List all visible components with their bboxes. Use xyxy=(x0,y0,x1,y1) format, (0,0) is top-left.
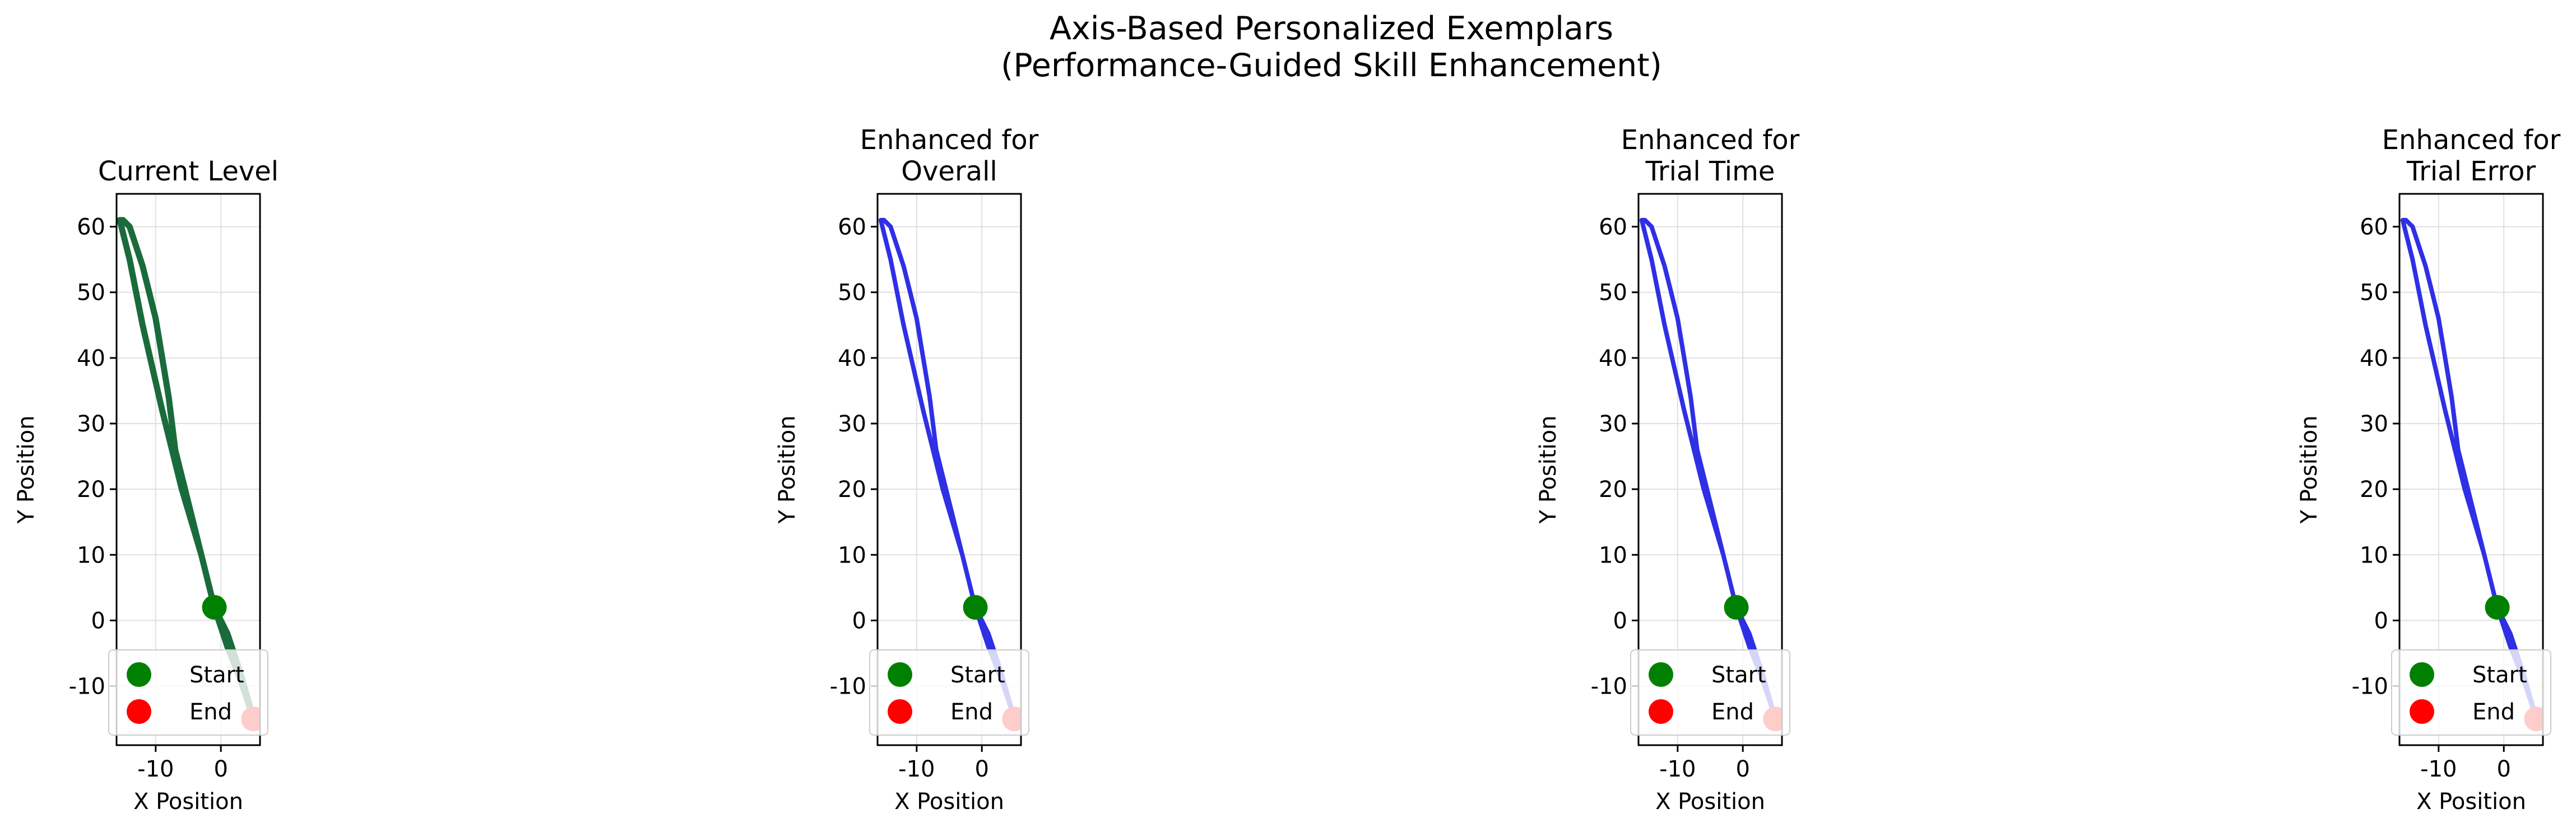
y-tick-label: 60 xyxy=(77,215,105,240)
y-tick-label: 40 xyxy=(1599,346,1627,371)
y-tick-label: 40 xyxy=(77,346,105,371)
x-tick-label: 0 xyxy=(2496,756,2510,782)
panel-title: Enhanced for xyxy=(2382,124,2561,156)
legend-marker-start xyxy=(888,662,912,687)
y-tick-label: 0 xyxy=(2374,608,2388,634)
y-tick-label: -10 xyxy=(2352,674,2388,700)
x-tick-label: -10 xyxy=(2420,756,2457,782)
y-tick-label: 0 xyxy=(91,608,105,634)
figure-title-line-1: Axis-Based Personalized Exemplars xyxy=(1050,10,1613,47)
y-tick-label: 60 xyxy=(2360,215,2388,240)
legend-marker-end xyxy=(1649,699,1673,724)
y-tick-label: 50 xyxy=(2360,280,2388,306)
trajectory-line xyxy=(2400,217,2539,722)
y-tick-label: 20 xyxy=(2360,477,2388,503)
figure-title-line-2: (Performance-Guided Skill Enhancement) xyxy=(1001,47,1662,84)
y-tick-label: 20 xyxy=(1599,477,1627,503)
axes-frame xyxy=(1637,193,1783,746)
y-tick-label: 0 xyxy=(1613,608,1627,634)
legend: Start End xyxy=(869,649,1029,736)
legend-marker-start xyxy=(127,662,151,687)
y-tick-label: 10 xyxy=(2360,542,2388,568)
y-tick-label: 60 xyxy=(838,215,866,240)
y-tick-label: 0 xyxy=(852,608,866,634)
panels: Current Level -10 0 10 20 30 40 50 60 -10 0 X Posit… xyxy=(13,124,2561,815)
axes-frame xyxy=(876,193,1022,746)
y-tick-label: 30 xyxy=(1599,411,1627,437)
legend-label: End xyxy=(1711,699,1754,725)
x-tick-label: 0 xyxy=(213,756,228,782)
legend-label: Start xyxy=(2472,662,2527,688)
legend: Start End xyxy=(1630,649,1790,736)
panel-title: Enhanced for xyxy=(1621,124,1800,156)
y-axis-label: Y Position xyxy=(13,416,39,524)
trajectory-line xyxy=(117,217,257,722)
x-axis-label: X Position xyxy=(133,789,243,815)
legend-marker-start xyxy=(2410,662,2434,687)
x-tick-label: 0 xyxy=(1735,756,1749,782)
y-axis-label: Y Position xyxy=(774,416,800,524)
y-tick-label: 30 xyxy=(838,411,866,437)
x-tick-label: -10 xyxy=(137,756,174,782)
legend-label: End xyxy=(2472,699,2515,725)
y-tick-label: -10 xyxy=(69,674,105,700)
x-tick-label: -10 xyxy=(1659,756,1696,782)
panel-title: Trial Error xyxy=(2406,156,2536,187)
y-axis-label: Y Position xyxy=(1535,416,1561,524)
legend-label: Start xyxy=(1711,662,1766,688)
x-axis-label: X Position xyxy=(2416,789,2526,815)
legend-label: End xyxy=(189,699,232,725)
x-tick-label: -10 xyxy=(898,756,935,782)
y-tick-label: -10 xyxy=(1591,674,1627,700)
y-tick-label: 50 xyxy=(1599,280,1627,306)
panel-title: Trial Time xyxy=(1645,156,1775,187)
y-tick-label: 40 xyxy=(2360,346,2388,371)
y-tick-label: 50 xyxy=(838,280,866,306)
start-marker xyxy=(202,595,227,620)
legend-marker-end xyxy=(127,699,151,724)
start-marker xyxy=(963,595,988,620)
legend-marker-end xyxy=(2410,699,2434,724)
panel-title: Current Level xyxy=(98,156,279,187)
panel-1: Current Level -10 0 10 20 30 40 50 60 -10 0 X Posit… xyxy=(13,156,279,815)
y-axis-label: Y Position xyxy=(2296,416,2322,524)
y-tick-label: -10 xyxy=(830,674,866,700)
panel-title: Overall xyxy=(901,156,997,187)
legend-label: End xyxy=(950,699,993,725)
x-tick-label: 0 xyxy=(974,756,988,782)
y-tick-label: 20 xyxy=(77,477,105,503)
start-marker xyxy=(2485,595,2510,620)
y-tick-label: 30 xyxy=(2360,411,2388,437)
y-tick-label: 20 xyxy=(838,477,866,503)
y-tick-label: 30 xyxy=(77,411,105,437)
x-axis-label: X Position xyxy=(1655,789,1765,815)
axes-frame xyxy=(115,193,261,746)
trajectory-line xyxy=(1639,217,1778,722)
legend-marker-start xyxy=(1649,662,1673,687)
y-tick-label: 50 xyxy=(77,280,105,306)
start-marker xyxy=(1724,595,1749,620)
legend: Start End xyxy=(108,649,268,736)
y-tick-label: 40 xyxy=(838,346,866,371)
y-tick-label: 10 xyxy=(1599,542,1627,568)
legend-label: Start xyxy=(189,662,244,688)
y-tick-label: 60 xyxy=(1599,215,1627,240)
legend: Start End xyxy=(2391,649,2551,736)
trajectory-line xyxy=(878,217,1017,722)
legend-marker-end xyxy=(888,699,912,724)
y-tick-label: 10 xyxy=(77,542,105,568)
y-tick-label: 10 xyxy=(838,542,866,568)
x-axis-label: X Position xyxy=(894,789,1004,815)
legend-label: Start xyxy=(950,662,1005,688)
panel-title: Enhanced for xyxy=(860,124,1039,156)
axes-frame xyxy=(2398,193,2544,746)
